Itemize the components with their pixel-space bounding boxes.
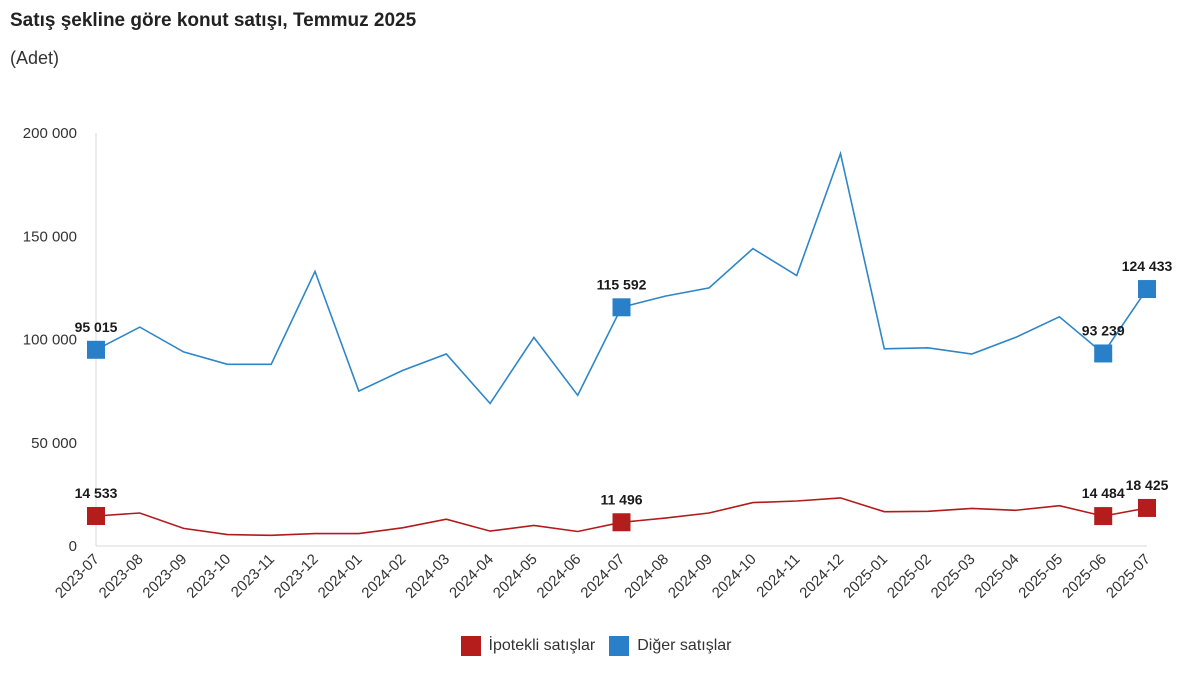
x-tick-label: 2024-05 — [490, 551, 541, 602]
legend-label-mortgage: İpotekli satışlar — [488, 637, 596, 654]
marker-other — [1138, 280, 1156, 299]
y-tick-label: 0 — [69, 538, 77, 555]
y-tick-label: 100 000 — [23, 332, 77, 349]
x-tick-label: 2025-06 — [1059, 551, 1110, 602]
x-axis-ticks: 2023-072023-082023-092023-102023-112023-… — [52, 551, 1154, 602]
data-label-other: 124 433 — [1122, 258, 1173, 274]
marker-mortgage — [1138, 498, 1156, 517]
x-tick-label: 2024-09 — [665, 551, 716, 602]
x-tick-label: 2025-04 — [971, 551, 1022, 602]
data-label-other: 115 592 — [597, 276, 647, 292]
x-tick-label: 2025-07 — [1103, 551, 1154, 602]
legend-label-other: Diğer satışlar — [637, 637, 732, 654]
x-tick-label: 2024-02 — [358, 551, 409, 602]
marker-other — [1094, 344, 1113, 363]
x-tick-label: 2024-03 — [402, 551, 453, 602]
marker-other — [612, 298, 631, 317]
chart-axes — [95, 133, 1147, 547]
x-tick-label: 2024-08 — [621, 551, 672, 602]
x-tick-label: 2023-09 — [139, 551, 190, 602]
marker-other — [87, 340, 105, 359]
legend-item-mortgage[interactable]: İpotekli satışlar — [460, 636, 596, 656]
data-label-mortgage: 14 533 — [75, 485, 118, 501]
x-tick-label: 2024-07 — [577, 551, 628, 602]
marker-mortgage — [1094, 507, 1113, 526]
y-tick-label: 200 000 — [23, 125, 77, 142]
data-label-other: 93 239 — [1082, 322, 1125, 338]
x-tick-label: 2024-11 — [753, 551, 803, 601]
chart-title: Satış şekline göre konut satışı, Temmuz … — [10, 10, 417, 31]
data-label-mortgage: 14 484 — [1082, 485, 1125, 501]
x-tick-label: 2024-10 — [709, 551, 760, 602]
legend-swatch-mortgage — [460, 636, 481, 656]
y-tick-label: 50 000 — [31, 435, 77, 452]
y-tick-label: 150 000 — [23, 228, 77, 245]
y-axis-ticks: 0 50 000 100 000 150 000 200 000 — [23, 125, 77, 555]
x-tick-label: 2025-03 — [928, 551, 979, 602]
series-lines — [95, 150, 1148, 537]
series-markers — [87, 280, 1156, 532]
x-tick-label: 2025-05 — [1015, 551, 1066, 602]
legend-item-other[interactable]: Diğer satışlar — [609, 636, 731, 656]
x-tick-label: 2023-12 — [271, 551, 322, 602]
chart-subtitle-unit: (Adet) — [10, 48, 60, 68]
x-tick-label: 2023-10 — [183, 551, 234, 602]
x-tick-label: 2023-11 — [228, 551, 278, 601]
chart-legend: İpotekli satışlar Diğer satışlar — [0, 636, 1192, 656]
legend-swatch-other — [609, 636, 630, 656]
data-label-mortgage: 18 425 — [1126, 477, 1169, 493]
marker-mortgage — [612, 513, 631, 532]
x-tick-label: 2023-08 — [96, 551, 147, 602]
marker-mortgage — [87, 506, 105, 525]
data-label-other: 95 015 — [75, 319, 118, 335]
x-tick-label: 2025-02 — [884, 551, 935, 602]
x-tick-label: 2024-12 — [796, 551, 847, 602]
x-tick-label: 2024-06 — [534, 551, 585, 602]
x-tick-label: 2024-04 — [446, 551, 497, 602]
x-tick-label: 2025-01 — [840, 551, 891, 602]
data-label-mortgage: 11 496 — [600, 491, 642, 507]
x-tick-label: 2023-07 — [52, 551, 103, 602]
x-tick-label: 2024-01 — [315, 551, 366, 602]
